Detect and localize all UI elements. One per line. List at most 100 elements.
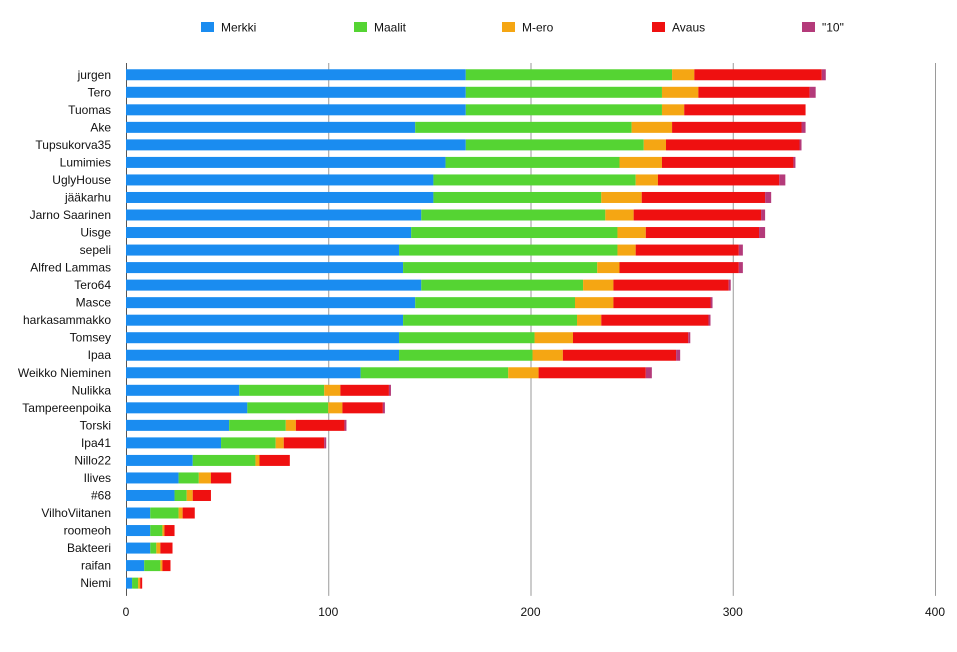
- bar-segment: [562, 349, 677, 361]
- bar-segment: [160, 560, 163, 572]
- category-label: Tomsey: [70, 331, 111, 345]
- bar-segment: [126, 139, 466, 151]
- bar-segment: [779, 174, 786, 186]
- bar-segment: [643, 139, 667, 151]
- bar-segment: [399, 349, 533, 361]
- bar-segment: [403, 314, 578, 326]
- bar-segment: [672, 121, 802, 133]
- legend-item: "10": [802, 21, 844, 35]
- bars: [126, 69, 826, 589]
- bar-segment: [126, 507, 151, 519]
- bar-segment: [415, 297, 575, 309]
- bar-segment: [534, 332, 573, 344]
- bar-segment: [239, 384, 325, 396]
- x-tick-label: 400: [925, 605, 945, 619]
- bar-segment: [708, 314, 711, 326]
- bar-segment: [597, 262, 620, 274]
- category-label: sepeli: [80, 243, 111, 257]
- bar-segment: [465, 86, 662, 98]
- bar-segment: [645, 227, 760, 239]
- bar-segment: [738, 262, 743, 274]
- bar-segment: [160, 542, 173, 554]
- bar-segment: [577, 314, 602, 326]
- bar-segment: [229, 419, 286, 431]
- bar-segment: [275, 437, 284, 449]
- bar-segment: [613, 279, 729, 291]
- bar-segment: [162, 525, 165, 537]
- bar-segment: [126, 121, 416, 133]
- bar-segment: [324, 384, 341, 396]
- bar-segment: [126, 367, 361, 379]
- bar-segment: [641, 191, 766, 203]
- category-label: Ake: [90, 120, 111, 134]
- bar-segment: [382, 402, 385, 414]
- category-label: Niemi: [80, 576, 111, 590]
- bar-segment: [666, 139, 800, 151]
- bar-segment: [210, 472, 232, 484]
- category-label: Bakteeri: [67, 541, 111, 555]
- category-label: Nillo22: [74, 453, 111, 467]
- category-label: Tupsukorva35: [35, 138, 111, 152]
- bar-segment: [694, 69, 822, 81]
- bar-segment: [605, 209, 634, 221]
- bar-segment: [340, 384, 389, 396]
- category-label: Tampereenpoika: [22, 401, 111, 415]
- bar-segment: [150, 542, 157, 554]
- bar-segment: [162, 560, 171, 572]
- bar-segment: [710, 297, 713, 309]
- bar-segment: [126, 472, 179, 484]
- bar-segment: [574, 297, 614, 309]
- bar-segment: [144, 560, 161, 572]
- legend-label: Merkki: [221, 21, 256, 35]
- legend-item: Maalit: [354, 21, 407, 35]
- category-label: Lumimies: [60, 155, 111, 169]
- x-tick-label: 100: [318, 605, 338, 619]
- bar-segment: [132, 577, 139, 589]
- bar-segment: [465, 139, 644, 151]
- bar-segment: [738, 244, 743, 256]
- bar-segment: [635, 174, 658, 186]
- bar-segment: [508, 367, 539, 379]
- legend: Merkki Maalit M-ero Avaus "10": [201, 21, 844, 35]
- category-label: Tero64: [74, 278, 111, 292]
- category-label: Tero: [88, 85, 112, 99]
- bar-segment: [433, 174, 636, 186]
- bar-segment: [126, 104, 466, 116]
- bar-segment: [583, 279, 614, 291]
- category-label: Weikko Nieminen: [18, 366, 111, 380]
- legend-swatch: [201, 22, 214, 32]
- bar-segment: [126, 209, 422, 221]
- bar-segment: [126, 262, 404, 274]
- bar-segment: [532, 349, 563, 361]
- bar-segment: [631, 121, 673, 133]
- bar-segment: [360, 367, 509, 379]
- bar-segment: [465, 69, 673, 81]
- bar-segment: [324, 437, 327, 449]
- legend-label: Maalit: [374, 21, 407, 35]
- bar-segment: [344, 419, 347, 431]
- legend-swatch: [802, 22, 815, 32]
- category-label: Jarno Saarinen: [30, 208, 111, 222]
- bar-segment: [572, 332, 689, 344]
- bar-segment: [138, 577, 141, 589]
- bar-segment: [617, 244, 636, 256]
- bar-segment: [126, 577, 133, 589]
- bar-segment: [619, 262, 739, 274]
- bar-segment: [182, 507, 195, 519]
- bar-segment: [761, 209, 766, 221]
- bar-segment: [619, 156, 662, 168]
- bar-segment: [821, 69, 826, 81]
- category-label: roomeoh: [64, 524, 111, 538]
- bar-segment: [421, 209, 606, 221]
- category-labels: jurgen Tero Tuomas Ake Tupsukorva35 Lumimies U…: [18, 68, 111, 590]
- bar-segment: [174, 489, 187, 501]
- bar-segment: [421, 279, 584, 291]
- legend-label: M-ero: [522, 21, 554, 35]
- bar-segment: [126, 349, 400, 361]
- bar-segment: [259, 454, 290, 466]
- bar-segment: [192, 489, 211, 501]
- bar-segment: [793, 156, 796, 168]
- bar-segment: [676, 349, 681, 361]
- bar-segment: [415, 121, 632, 133]
- bar-segment: [617, 227, 646, 239]
